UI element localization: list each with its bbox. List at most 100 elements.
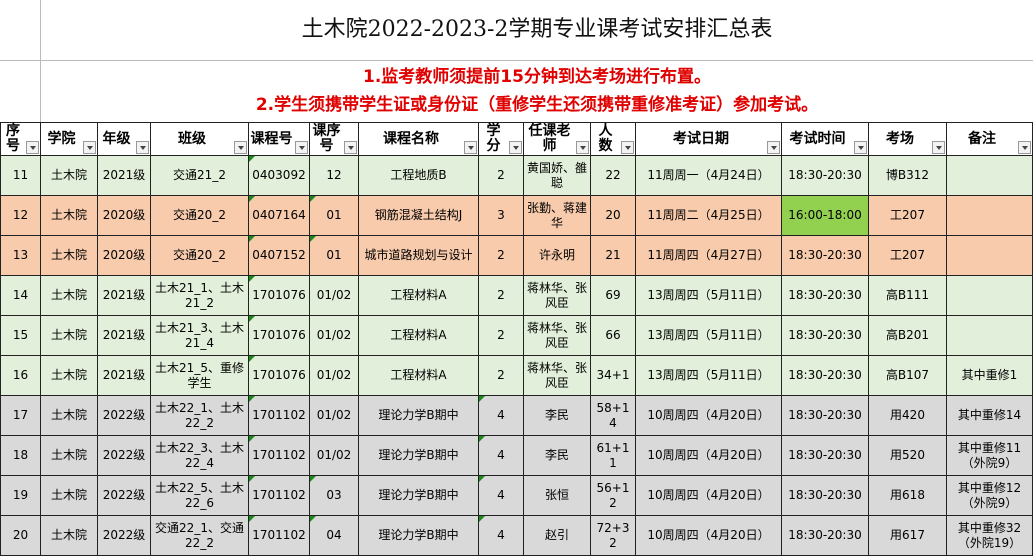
table-cell[interactable]: 18 — [0, 435, 41, 476]
filter-dropdown-icon[interactable] — [576, 141, 589, 154]
table-cell[interactable]: 11周周一（4月24日） — [635, 155, 782, 196]
table-cell[interactable]: 2020级 — [97, 235, 151, 276]
table-cell[interactable]: 10周周四（4月20日） — [635, 475, 782, 516]
table-cell[interactable]: 2 — [478, 355, 524, 396]
table-cell[interactable] — [946, 235, 1033, 276]
table-cell[interactable]: 01/02 — [309, 355, 359, 396]
table-cell[interactable]: 1701102 — [248, 395, 310, 436]
table-cell[interactable]: 土木22_1、土木22_2 — [150, 395, 249, 436]
table-cell[interactable]: 李民 — [523, 395, 591, 436]
table-cell[interactable] — [946, 275, 1033, 316]
table-cell[interactable]: 20 — [0, 515, 41, 556]
column-header[interactable]: 人数 — [590, 122, 636, 156]
table-cell[interactable]: 18:30-20:30 — [781, 235, 869, 276]
table-cell[interactable]: 其中重修11（外院9） — [946, 435, 1033, 476]
table-cell[interactable] — [946, 315, 1033, 356]
table-cell[interactable]: 01/02 — [309, 315, 359, 356]
table-cell[interactable]: 20 — [590, 195, 636, 236]
table-cell[interactable]: 蒋林华、张风臣 — [523, 315, 591, 356]
table-cell[interactable]: 蒋林华、张风臣 — [523, 275, 591, 316]
table-cell[interactable]: 其中重修1 — [946, 355, 1033, 396]
table-cell[interactable]: 2020级 — [97, 195, 151, 236]
table-cell[interactable]: 工程材料A — [358, 315, 479, 356]
table-cell[interactable]: 交通21_2 — [150, 155, 249, 196]
table-cell[interactable]: 其中重修32（外院19） — [946, 515, 1033, 556]
filter-dropdown-icon[interactable] — [854, 141, 867, 154]
column-header[interactable]: 考试日期 — [635, 122, 782, 156]
column-header[interactable]: 序号 — [0, 122, 41, 156]
table-cell[interactable]: 10周周四（4月20日） — [635, 515, 782, 556]
filter-dropdown-icon[interactable] — [1018, 141, 1031, 154]
table-cell[interactable]: 13 — [0, 235, 41, 276]
table-cell[interactable]: 1701102 — [248, 435, 310, 476]
table-cell[interactable]: 10周周四（4月20日） — [635, 435, 782, 476]
table-cell[interactable]: 2021级 — [97, 355, 151, 396]
table-cell[interactable]: 4 — [478, 515, 524, 556]
table-cell[interactable]: 工程材料A — [358, 275, 479, 316]
column-header[interactable]: 课序号 — [309, 122, 359, 156]
table-cell[interactable]: 2021级 — [97, 275, 151, 316]
column-header[interactable]: 考场 — [868, 122, 947, 156]
table-cell[interactable]: 17 — [0, 395, 41, 436]
table-cell[interactable]: 18:30-20:30 — [781, 275, 869, 316]
filter-dropdown-icon[interactable] — [621, 141, 634, 154]
filter-dropdown-icon[interactable] — [464, 141, 477, 154]
column-header[interactable]: 任课老师 — [523, 122, 591, 156]
table-cell[interactable]: 2 — [478, 235, 524, 276]
table-cell[interactable]: 2 — [478, 275, 524, 316]
table-cell[interactable]: 高B111 — [868, 275, 947, 316]
table-cell[interactable]: 张勤、蒋建华 — [523, 195, 591, 236]
table-cell[interactable]: 16 — [0, 355, 41, 396]
table-cell[interactable]: 工207 — [868, 195, 947, 236]
filter-dropdown-icon[interactable] — [83, 141, 96, 154]
table-cell[interactable]: 赵引 — [523, 515, 591, 556]
table-cell[interactable]: 18:30-20:30 — [781, 475, 869, 516]
table-cell[interactable]: 14 — [0, 275, 41, 316]
table-cell[interactable]: 土木院 — [40, 475, 98, 516]
table-cell[interactable]: 72+32 — [590, 515, 636, 556]
table-cell[interactable]: 4 — [478, 475, 524, 516]
table-cell[interactable]: 用618 — [868, 475, 947, 516]
table-cell[interactable]: 交通20_2 — [150, 195, 249, 236]
table-cell[interactable]: 01/02 — [309, 435, 359, 476]
table-cell[interactable]: 土木22_3、土木22_4 — [150, 435, 249, 476]
table-cell[interactable]: 18:30-20:30 — [781, 355, 869, 396]
table-cell[interactable]: 2022级 — [97, 395, 151, 436]
table-cell[interactable]: 15 — [0, 315, 41, 356]
table-cell[interactable]: 城市道路规划与设计 — [358, 235, 479, 276]
table-cell[interactable]: 理论力学B期中 — [358, 435, 479, 476]
table-cell[interactable]: 13周周四（5月11日） — [635, 275, 782, 316]
table-cell[interactable]: 土木21_1、土木21_2 — [150, 275, 249, 316]
column-header[interactable]: 课程名称 — [358, 122, 479, 156]
table-cell[interactable]: 18:30-20:30 — [781, 515, 869, 556]
table-cell[interactable]: 03 — [309, 475, 359, 516]
table-cell[interactable]: 01 — [309, 195, 359, 236]
table-cell[interactable]: 2022级 — [97, 435, 151, 476]
table-cell[interactable]: 高B201 — [868, 315, 947, 356]
table-cell[interactable]: 2 — [478, 155, 524, 196]
table-cell[interactable]: 土木21_5、重修学生 — [150, 355, 249, 396]
table-cell[interactable]: 11 — [0, 155, 41, 196]
table-cell[interactable]: 土木院 — [40, 275, 98, 316]
table-cell[interactable]: 22 — [590, 155, 636, 196]
table-cell[interactable]: 12 — [309, 155, 359, 196]
table-cell[interactable]: 土木院 — [40, 395, 98, 436]
table-cell[interactable] — [946, 155, 1033, 196]
table-cell[interactable]: 58+14 — [590, 395, 636, 436]
table-cell[interactable]: 其中重修14 — [946, 395, 1033, 436]
table-cell[interactable]: 3 — [478, 195, 524, 236]
table-cell[interactable]: 1701076 — [248, 315, 310, 356]
table-cell[interactable]: 土木院 — [40, 515, 98, 556]
filter-dropdown-icon[interactable] — [234, 141, 247, 154]
table-cell[interactable]: 34+1 — [590, 355, 636, 396]
table-cell[interactable]: 土木院 — [40, 315, 98, 356]
table-cell[interactable]: 2022级 — [97, 475, 151, 516]
table-cell[interactable]: 理论力学B期中 — [358, 395, 479, 436]
table-cell[interactable]: 工程地质B — [358, 155, 479, 196]
column-header[interactable]: 学院 — [40, 122, 98, 156]
table-cell[interactable]: 19 — [0, 475, 41, 516]
table-cell[interactable]: 工207 — [868, 235, 947, 276]
table-cell[interactable]: 16:00-18:00 — [781, 195, 869, 236]
table-cell[interactable]: 交通20_2 — [150, 235, 249, 276]
table-cell[interactable]: 2021级 — [97, 315, 151, 356]
